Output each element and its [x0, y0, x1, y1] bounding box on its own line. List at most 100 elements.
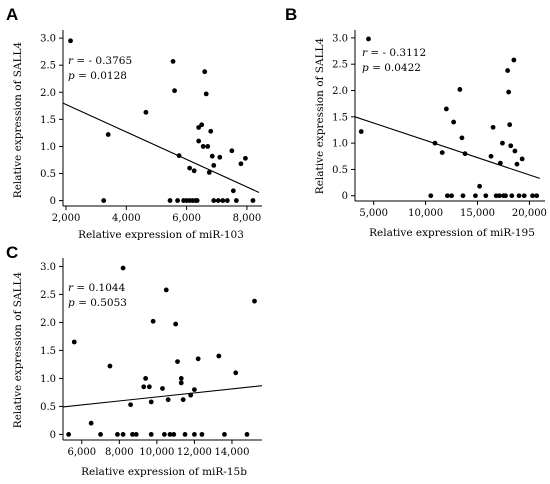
- data-point-b: [511, 57, 517, 63]
- y-tick-label-c: 2.0: [40, 318, 56, 329]
- data-point-b: [457, 87, 463, 92]
- y-tick-label-c: 1.5: [40, 346, 56, 357]
- data-point-c: [71, 339, 77, 345]
- data-point-a: [194, 198, 200, 203]
- data-point-a: [233, 198, 239, 203]
- data-point-c: [171, 432, 177, 437]
- data-point-a: [172, 88, 177, 94]
- data-point-c: [120, 432, 126, 437]
- data-point-b: [358, 129, 364, 134]
- stat-r-c: r = 0.1044: [68, 282, 126, 294]
- data-point-c: [66, 432, 72, 437]
- data-point-b: [519, 156, 525, 162]
- x-axis-title-c: Relative expression of miR-15b: [81, 466, 247, 478]
- y-tick-label-c: 0.5: [40, 402, 56, 413]
- data-point-b: [462, 151, 468, 157]
- stat-r-b: r = - 0.3112: [362, 47, 426, 59]
- y-tick-label-b: 3.0: [332, 33, 348, 44]
- stat-r-symbol-b: r: [362, 47, 368, 59]
- plot-area-b: 0 0.5 1.0 1.5 2.0 2.5 3.0 5,000 10,000 15,000 20,0…: [332, 30, 547, 219]
- data-point-c: [192, 432, 197, 437]
- data-point-b: [500, 140, 505, 146]
- data-point-b: [508, 143, 514, 149]
- data-point-c: [195, 356, 201, 362]
- y-tick-label-a: 1.0: [40, 142, 56, 153]
- data-point-c: [120, 265, 126, 271]
- data-point-b: [512, 148, 518, 154]
- plot-area-a: 0 0.5 1.0 1.5 2.0 2.5 3.0 2,000 4,000 6,000 8,000: [40, 30, 262, 224]
- data-point-b: [514, 161, 520, 167]
- data-point-b: [503, 193, 508, 199]
- data-point-a: [101, 198, 107, 203]
- y-tick-label-c: 0: [50, 430, 56, 441]
- data-point-c: [178, 380, 184, 386]
- data-point-a: [187, 165, 193, 171]
- data-point-b: [488, 153, 494, 159]
- data-point-a: [200, 144, 206, 149]
- data-point-c: [175, 359, 180, 364]
- data-point-a: [230, 188, 236, 194]
- data-point-a: [229, 148, 235, 154]
- data-point-c: [173, 321, 179, 327]
- x-tick-label-c: 14,000: [214, 447, 249, 458]
- data-point-a: [217, 154, 223, 160]
- y-tick-label-c: 2.5: [40, 290, 56, 301]
- data-point-c: [182, 432, 188, 437]
- data-point-c: [167, 432, 173, 437]
- data-point-a: [202, 69, 208, 75]
- stat-p-symbol-c: p: [68, 297, 75, 309]
- data-point-b: [507, 122, 513, 128]
- x-tick-label-b: 5,000: [359, 208, 388, 219]
- data-point-a: [167, 198, 173, 203]
- panel-b: B Relative expression of SALL4 Relative …: [285, 5, 547, 239]
- data-point-c: [128, 402, 133, 408]
- data-point-a: [105, 132, 111, 137]
- y-tick-label-a: 2.5: [40, 61, 56, 72]
- y-tick-label-c: 1.0: [40, 374, 56, 385]
- x-tick-label-a: 6,000: [172, 213, 201, 224]
- data-point-b: [521, 193, 527, 199]
- panel-letter-c: C: [6, 243, 18, 262]
- data-point-b: [443, 106, 449, 112]
- stat-r-value-c: = 0.1044: [76, 282, 125, 294]
- data-point-b: [459, 135, 465, 141]
- y-axis-title-b: Relative expression of SALL4: [314, 37, 326, 194]
- data-point-a: [199, 122, 205, 128]
- data-point-b: [432, 140, 438, 146]
- data-point-c: [180, 397, 186, 403]
- data-point-c: [130, 432, 135, 437]
- data-point-b: [506, 89, 512, 95]
- x-tick-label-a: 4,000: [112, 213, 141, 224]
- data-point-a: [203, 91, 209, 97]
- data-point-b: [490, 124, 496, 130]
- data-point-b: [428, 193, 434, 199]
- stat-p-value-b: = 0.0422: [372, 62, 421, 74]
- regression-line-a: [62, 102, 260, 193]
- regression-line-c: [62, 385, 263, 408]
- data-point-a: [211, 198, 217, 203]
- stat-p-symbol-b: p: [362, 62, 369, 74]
- data-point-c: [148, 432, 154, 437]
- data-point-c: [233, 370, 239, 376]
- x-tick-label-c: 12,000: [177, 447, 212, 458]
- data-point-b: [530, 193, 535, 199]
- y-tick-label-b: 1.5: [332, 112, 348, 123]
- data-point-a: [215, 198, 221, 203]
- data-point-b: [483, 193, 489, 199]
- x-tick-label-b: 20,000: [512, 208, 547, 219]
- data-point-c: [88, 420, 94, 426]
- y-tick-label-a: 2.0: [40, 88, 56, 99]
- data-point-b: [534, 193, 540, 199]
- stat-p-value-c: = 0.5053: [78, 297, 127, 309]
- data-point-b: [439, 150, 445, 155]
- data-point-b: [505, 68, 511, 73]
- data-point-a: [196, 138, 202, 144]
- y-axis-title-a: Relative expression of SALL4: [12, 41, 24, 198]
- data-point-c: [161, 432, 167, 437]
- regression-line-b: [354, 116, 540, 179]
- data-point-c: [188, 392, 194, 398]
- data-point-c: [146, 384, 152, 390]
- x-axis-title-a: Relative expression of miR-103: [78, 229, 244, 241]
- data-point-b: [497, 160, 503, 166]
- data-point-c: [192, 387, 197, 392]
